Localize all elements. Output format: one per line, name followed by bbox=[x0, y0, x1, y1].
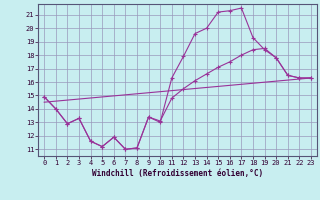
X-axis label: Windchill (Refroidissement éolien,°C): Windchill (Refroidissement éolien,°C) bbox=[92, 169, 263, 178]
